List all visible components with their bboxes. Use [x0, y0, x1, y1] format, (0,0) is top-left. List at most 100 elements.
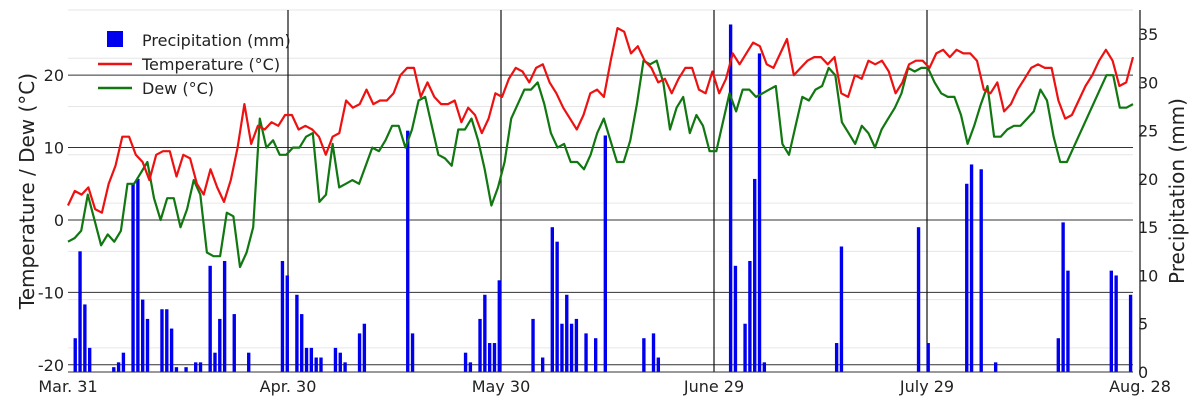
precipitation-bar: [145, 318, 150, 372]
precipitation-bar: [406, 130, 410, 372]
y-left-tick-label: -10: [38, 283, 64, 302]
legend-label-temperature: Temperature (°C): [141, 55, 280, 74]
precipitation-bar: [584, 333, 588, 372]
y-left-tick-label: -20: [38, 356, 64, 375]
precipitation-bar: [198, 362, 203, 372]
precipitation-bar: [174, 367, 179, 372]
x-tick-label: July 29: [899, 377, 954, 396]
precipitation-bar: [1056, 338, 1060, 372]
y-right-tick-label: 0: [1138, 363, 1148, 382]
x-tick-label: Aug. 28: [1109, 377, 1171, 396]
precipitation-bar: [78, 251, 82, 372]
precipitation-bar: [131, 183, 135, 372]
precipitation-bars: [73, 24, 1133, 372]
precipitation-bar: [642, 338, 646, 372]
precipitation-bar: [1128, 294, 1133, 372]
legend: Precipitation (mm) Temperature (°C) Dew (°…: [98, 31, 291, 98]
precipitation-bar: [603, 135, 608, 372]
x-tick-label: Apr. 30: [260, 377, 317, 396]
precipitation-bar: [748, 260, 752, 372]
precipitation-bar: [965, 183, 969, 372]
axes-layer: -20 -10 0 10 20 0 5 10 15 20 25 30 35 Mar. 31 Apr. 30 M…: [15, 25, 1189, 396]
precipitation-bar: [834, 343, 839, 372]
precipitation-bar: [1066, 270, 1070, 372]
precipitation-bar: [280, 260, 285, 372]
precipitation-bar: [194, 362, 198, 372]
precipitation-bar: [593, 338, 598, 372]
precipitation-bar: [136, 178, 140, 372]
y-left-tick-label: 20: [44, 66, 64, 85]
y-right-tick-label: 5: [1138, 315, 1148, 334]
precipitation-bar: [574, 318, 579, 372]
precipitation-bar: [492, 343, 497, 372]
x-tick-label: Mar. 31: [38, 377, 97, 396]
precipitation-bar: [728, 24, 733, 372]
precipitation-bar: [993, 362, 998, 372]
precipitation-bar: [839, 246, 844, 372]
precipitation-bar: [463, 352, 468, 372]
line-series: [67, 27, 1135, 269]
precipitation-bar: [362, 323, 367, 372]
precipitation-bar: [116, 362, 121, 372]
precipitation-bar: [300, 314, 304, 372]
precipitation-bar: [916, 227, 921, 372]
precipitation-bar: [285, 275, 289, 372]
precipitation-bar: [651, 333, 656, 372]
precipitation-bar: [338, 352, 342, 372]
y-right-tick-label: 35: [1138, 25, 1158, 44]
legend-label-precipitation: Precipitation (mm): [142, 31, 291, 50]
precipitation-bar: [304, 347, 309, 372]
precipitation-bar: [979, 169, 983, 372]
precipitation-bar: [468, 362, 473, 372]
precipitation-bar: [247, 352, 251, 372]
precipitation-bar: [1114, 275, 1118, 372]
precipitation-bar: [410, 333, 415, 372]
y-left-tick-label: 10: [44, 139, 64, 158]
precipitation-bar: [531, 318, 535, 372]
precipitation-bar: [926, 343, 930, 372]
precipitation-bar: [222, 260, 227, 372]
precipitation-bar: [213, 352, 217, 372]
precipitation-bar: [218, 318, 222, 372]
legend-label-dew: Dew (°C): [142, 79, 214, 98]
precipitation-bar: [343, 362, 347, 372]
precipitation-bar: [357, 333, 362, 372]
precipitation-bar: [208, 265, 212, 372]
x-tick-label: June 29: [683, 377, 744, 396]
precipitation-bar: [232, 314, 236, 372]
precipitation-bar: [569, 323, 574, 372]
y-right-tick-label: 20: [1138, 170, 1158, 189]
precipitation-bar: [333, 347, 338, 372]
precipitation-bar: [565, 294, 569, 372]
precipitation-bar: [969, 164, 974, 372]
precipitation-bar: [487, 343, 492, 372]
precipitation-bar: [753, 178, 757, 372]
precipitation-bar: [478, 318, 482, 372]
precipitation-bar: [295, 294, 299, 372]
precipitation-bar: [165, 309, 169, 372]
precipitation-bar: [83, 304, 87, 372]
precipitation-bar: [184, 367, 188, 372]
legend-swatch-precipitation: [107, 31, 123, 47]
y-right-tick-label: 25: [1138, 122, 1158, 141]
dew-line: [67, 59, 1134, 269]
precipitation-bar: [112, 367, 116, 372]
precipitation-bar: [141, 299, 145, 372]
precipitation-bar: [73, 338, 77, 372]
precipitation-bar: [121, 352, 126, 372]
precipitation-bar: [762, 362, 767, 372]
y-left-axis-title: Temperature / Dew (°C): [15, 73, 39, 310]
y-right-tick-label: 30: [1138, 73, 1158, 92]
precipitation-bar: [540, 357, 545, 372]
month-markers: [287, 10, 1141, 372]
temperature-line: [67, 27, 1135, 214]
precipitation-bar: [550, 227, 554, 372]
y-left-tick-label: 0: [54, 211, 64, 230]
precipitation-bar: [309, 347, 314, 372]
precipitation-bar: [87, 347, 92, 372]
precipitation-bar: [560, 323, 564, 372]
precipitation-bar: [483, 294, 487, 372]
precipitation-bar: [1109, 270, 1114, 372]
